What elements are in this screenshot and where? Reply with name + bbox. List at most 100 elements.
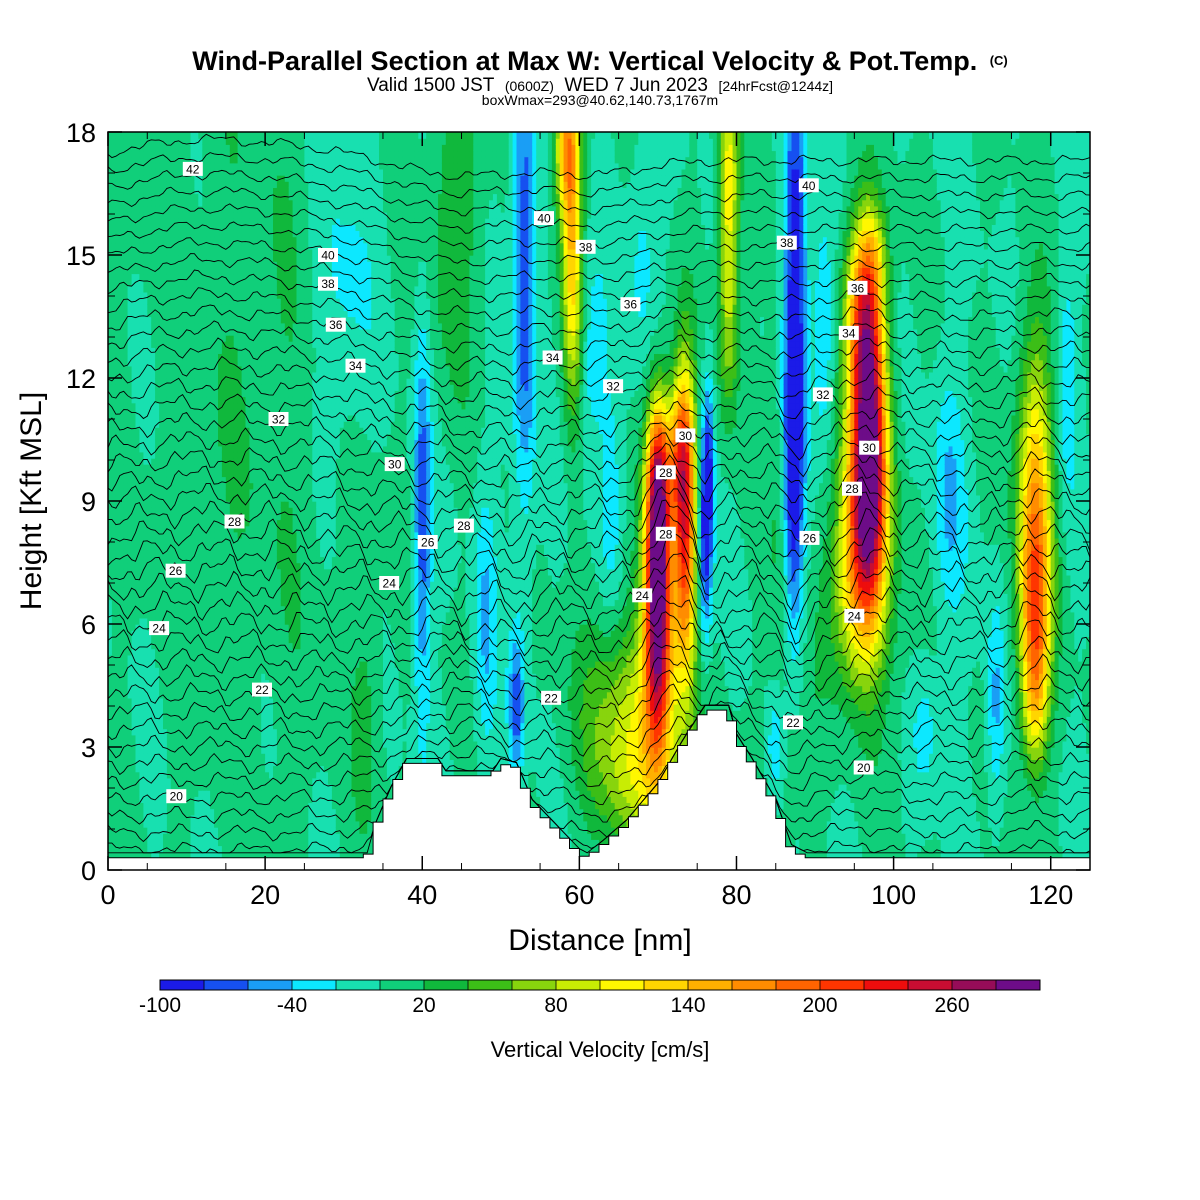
velocity-cell: [202, 790, 207, 797]
velocity-cell: [135, 464, 141, 471]
velocity-cell: [123, 568, 129, 576]
velocity-cell: [190, 747, 196, 754]
velocity-cell: [143, 181, 148, 188]
velocity-cell: [178, 421, 184, 428]
velocity-cell: [206, 267, 211, 275]
velocity-cell: [123, 562, 129, 570]
velocity-cell: [135, 162, 141, 170]
velocity-cell: [214, 248, 219, 256]
velocity-cell: [166, 267, 172, 275]
velocity-cell: [202, 611, 207, 619]
velocity-cell: [225, 334, 231, 342]
velocity-cell: [123, 488, 129, 496]
velocity-cell: [178, 334, 184, 342]
velocity-cell: [155, 722, 160, 730]
velocity-cell: [170, 132, 176, 139]
velocity-cell: [166, 697, 172, 705]
velocity-cell: [178, 740, 184, 748]
velocity-cell: [182, 304, 188, 312]
velocity-cell: [190, 537, 196, 545]
velocity-cell: [210, 199, 215, 207]
velocity-cell: [202, 753, 207, 760]
velocity-cell: [111, 820, 117, 828]
velocity-cell: [218, 513, 223, 521]
velocity-cell: [131, 611, 137, 619]
velocity-cell: [202, 519, 207, 527]
velocity-cell: [198, 728, 203, 736]
velocity-cell: [147, 648, 152, 656]
velocity-cell: [163, 150, 168, 158]
velocity-cell: [218, 568, 223, 576]
velocity-cell: [127, 740, 133, 748]
velocity-cell: [225, 697, 231, 705]
velocity-cell: [198, 654, 203, 662]
velocity-cell: [190, 617, 196, 625]
velocity-cell: [214, 827, 219, 834]
velocity-cell: [115, 402, 121, 410]
velocity-cell: [206, 808, 211, 816]
velocity-cell: [143, 814, 148, 822]
velocity-cell: [147, 371, 152, 379]
velocity-cell: [127, 605, 133, 613]
velocity-cell: [174, 827, 180, 834]
velocity-cell: [139, 611, 144, 619]
velocity-cell: [170, 255, 176, 262]
velocity-cell: [202, 667, 207, 674]
velocity-cell: [108, 193, 113, 201]
velocity-cell: [159, 451, 164, 459]
velocity-cell: [131, 851, 137, 859]
velocity-cell: [269, 654, 274, 662]
velocity-cell: [119, 777, 125, 785]
velocity-cell: [143, 316, 148, 324]
velocity-cell: [163, 667, 168, 674]
velocity-cell: [253, 390, 258, 398]
velocity-cell: [139, 550, 144, 558]
velocity-cell: [147, 851, 152, 859]
velocity-cell: [127, 531, 133, 539]
velocity-cell: [198, 384, 203, 391]
velocity-cell: [221, 322, 227, 330]
velocity-cell: [166, 322, 172, 330]
velocity-cell: [131, 199, 137, 207]
velocity-cell: [115, 556, 121, 564]
velocity-cell: [155, 593, 160, 601]
velocity-cell: [123, 648, 129, 656]
velocity-cell: [139, 544, 144, 551]
velocity-cell: [182, 187, 188, 195]
velocity-cell: [163, 273, 168, 281]
velocity-cell: [202, 568, 207, 576]
velocity-cell: [155, 414, 160, 422]
velocity-cell: [182, 138, 188, 145]
velocity-cell: [111, 267, 117, 275]
velocity-cell: [269, 617, 274, 625]
velocity-cell: [210, 802, 215, 810]
velocity-cell: [119, 790, 125, 797]
velocity-cell: [202, 414, 207, 422]
velocity-cell: [155, 673, 160, 681]
velocity-cell: [111, 279, 117, 287]
velocity-cell: [206, 790, 211, 797]
velocity-cell: [155, 193, 160, 201]
velocity-cell: [170, 427, 176, 435]
velocity-cell: [135, 827, 141, 834]
velocity-cell: [143, 451, 148, 459]
velocity-cell: [159, 439, 164, 447]
velocity-cell: [159, 519, 164, 527]
velocity-cell: [214, 519, 219, 527]
velocity-cell: [225, 156, 231, 164]
velocity-cell: [237, 759, 243, 767]
velocity-cell: [147, 593, 152, 601]
velocity-cell: [155, 611, 160, 619]
velocity-cell: [214, 574, 219, 582]
velocity-cell: [237, 630, 243, 637]
velocity-cell: [206, 593, 211, 601]
velocity-cell: [269, 814, 274, 822]
velocity-cell: [131, 224, 137, 231]
velocity-cell: [147, 740, 152, 748]
velocity-cell: [139, 568, 144, 576]
velocity-cell: [166, 611, 172, 619]
velocity-cell: [206, 464, 211, 471]
velocity-cell: [182, 814, 188, 822]
velocity-cell: [225, 660, 231, 668]
velocity-cell: [210, 740, 215, 748]
